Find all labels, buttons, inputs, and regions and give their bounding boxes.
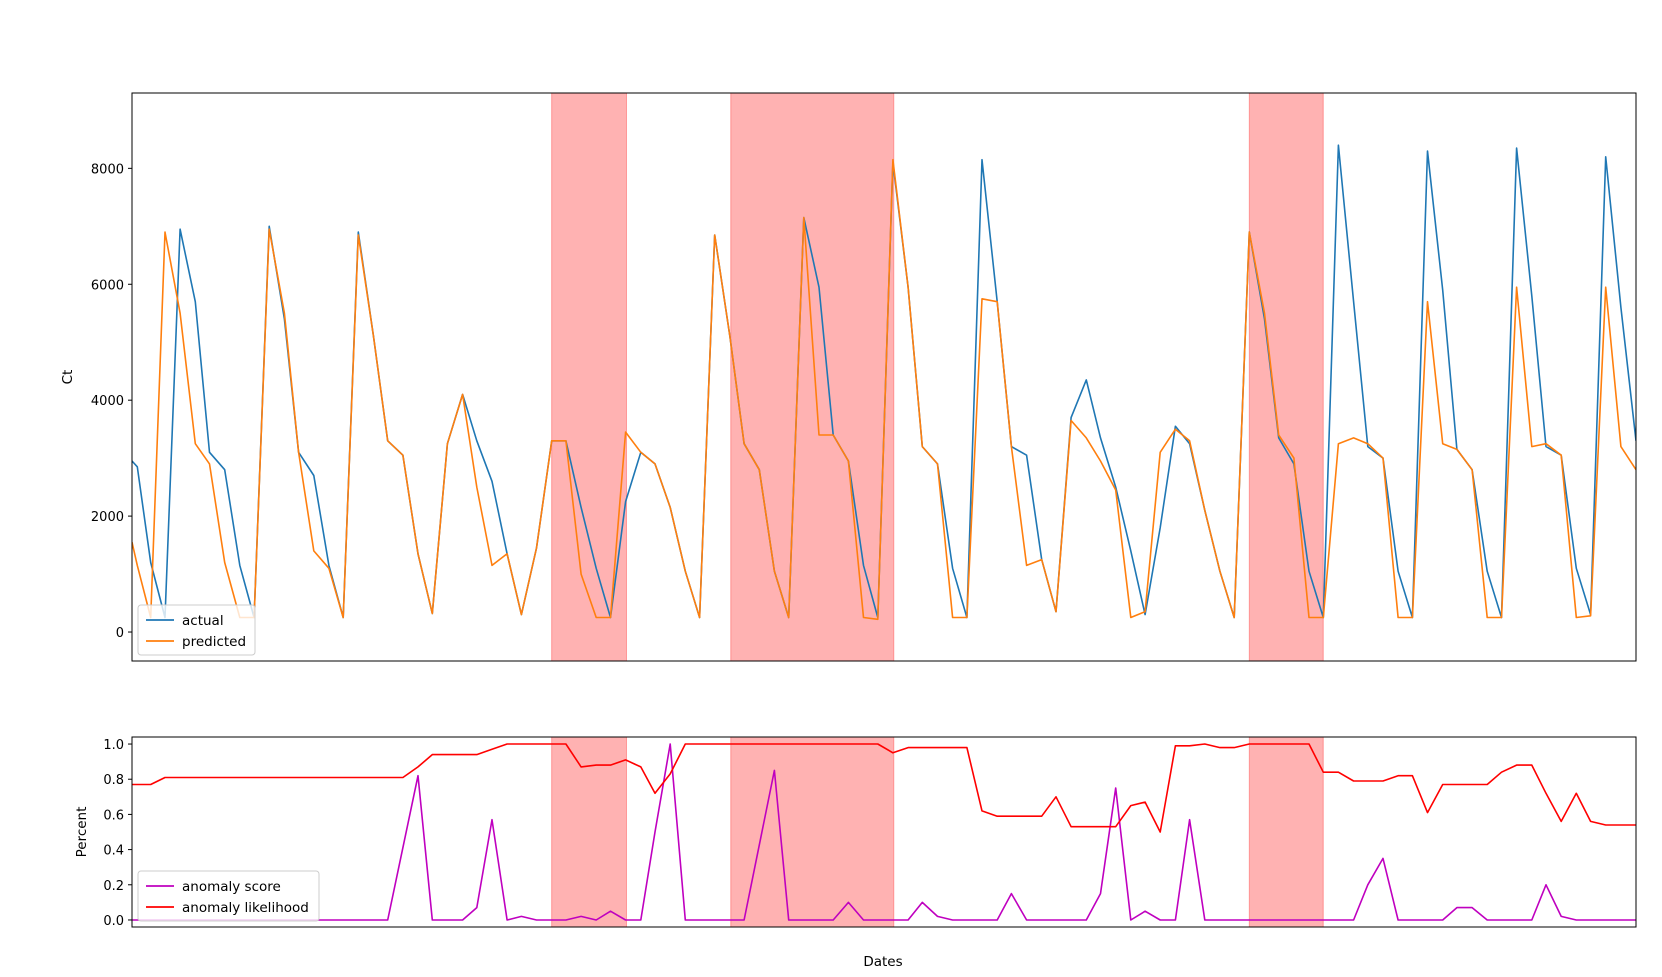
legend: anomaly score anomaly likelihood (137, 870, 320, 922)
y-tick-label: 0 (116, 626, 124, 641)
legend-box (137, 604, 256, 656)
anomaly-region (730, 736, 895, 928)
y-axis-label: Ct (60, 370, 76, 385)
series-line-predicted (132, 158, 1636, 621)
y-axis-label: Percent (74, 807, 90, 858)
anomaly-region (1248, 92, 1324, 662)
series-line-anomaly-score (132, 743, 1636, 921)
x-axis-label: Dates (863, 954, 902, 970)
legend-box (137, 870, 320, 922)
y-tick-label: 0.8 (103, 773, 124, 788)
y-tick-label: 0.6 (103, 808, 124, 823)
plot-frame (131, 92, 1637, 662)
y-tick-label: 0.0 (103, 914, 124, 929)
y-tick-label: 6000 (91, 278, 124, 293)
legend-label-predicted: predicted (182, 634, 246, 650)
y-tick-label: 8000 (91, 162, 124, 177)
plot-frame (131, 736, 1637, 928)
y-tick-label: 2000 (91, 510, 124, 525)
y-tick-label: 0.2 (103, 879, 124, 894)
series-line-anomaly-likelihood (132, 743, 1636, 833)
legend-label-anomaly-likelihood: anomaly likelihood (182, 900, 309, 916)
ct-panel: 0 2000 4000 6000 8000 Ct actual predicted (60, 92, 1637, 662)
legend-label-actual: actual (182, 613, 224, 629)
y-tick-label: 0.4 (103, 844, 124, 859)
anomaly-region (1248, 736, 1324, 928)
anomaly-region (730, 92, 895, 662)
percent-panel: 0.00.20.40.60.81.009/0109/0309/0509/0709… (74, 736, 1637, 929)
legend-label-anomaly-score: anomaly score (182, 879, 281, 895)
legend: actual predicted (137, 604, 256, 656)
y-tick-label: 1.0 (103, 738, 124, 753)
y-tick-label: 4000 (91, 394, 124, 409)
